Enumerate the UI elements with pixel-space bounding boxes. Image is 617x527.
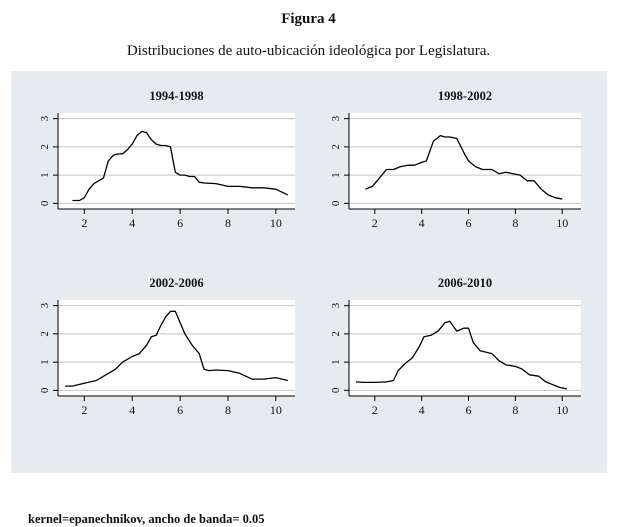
plot-area: 1994-1998 0 1 2 3 2 4 6 8 10 1998-2002 0 1 2 3 2 4 6 8 10 20…: [11, 71, 607, 526]
kernel-note: kernel=epanechnikov, ancho de banda= 0.0…: [28, 512, 265, 526]
x-tick-label: 6: [466, 216, 472, 230]
panel-title: 1994-1998: [149, 89, 203, 103]
x-tick-label: 8: [512, 403, 518, 417]
x-tick-label: 4: [419, 216, 425, 230]
y-tick-label: 0: [39, 387, 51, 393]
figure-label: Figura 4: [281, 11, 336, 27]
x-tick-label: 8: [225, 403, 231, 417]
x-tick-label: 2: [81, 216, 87, 230]
y-tick-label: 3: [39, 302, 51, 308]
y-tick-label: 0: [330, 387, 342, 393]
y-tick-label: 1: [39, 172, 51, 178]
panel-title: 1998-2002: [438, 89, 492, 103]
y-tick-label: 3: [39, 115, 51, 121]
y-tick-label: 3: [330, 115, 342, 121]
y-tick-label: 0: [330, 200, 342, 206]
x-tick-label: 6: [177, 216, 183, 230]
y-tick-label: 3: [330, 302, 342, 308]
x-tick-label: 8: [512, 216, 518, 230]
x-tick-label: 8: [225, 216, 231, 230]
y-tick-label: 2: [39, 144, 51, 150]
x-tick-label: 10: [556, 216, 568, 230]
y-tick-label: 0: [39, 200, 51, 206]
y-tick-label: 1: [330, 359, 342, 365]
y-tick-label: 1: [330, 172, 342, 178]
x-tick-label: 4: [129, 403, 135, 417]
x-tick-label: 2: [372, 216, 378, 230]
y-tick-label: 1: [39, 359, 51, 365]
panel-background: [349, 300, 581, 396]
density-line: [355, 320, 568, 390]
density-line: [72, 130, 289, 202]
x-tick-label: 10: [556, 403, 568, 417]
x-tick-label: 4: [419, 403, 425, 417]
x-tick-label: 6: [177, 403, 183, 417]
x-tick-label: 2: [372, 403, 378, 417]
density-line: [65, 310, 288, 387]
figure-caption: Distribuciones de auto-ubicación ideológ…: [126, 43, 491, 59]
panel-background: [349, 113, 581, 209]
panel-background: [58, 113, 295, 209]
x-tick-label: 10: [270, 403, 282, 417]
x-tick-label: 2: [81, 403, 87, 417]
panel-title: 2002-2006: [149, 276, 203, 290]
density-line: [365, 134, 563, 200]
x-tick-label: 4: [129, 216, 135, 230]
x-tick-label: 10: [270, 216, 282, 230]
y-tick-label: 2: [330, 144, 342, 150]
x-tick-label: 6: [466, 403, 472, 417]
y-tick-label: 2: [39, 331, 51, 337]
panel-title: 2006-2010: [438, 276, 492, 290]
y-tick-label: 2: [330, 331, 342, 337]
